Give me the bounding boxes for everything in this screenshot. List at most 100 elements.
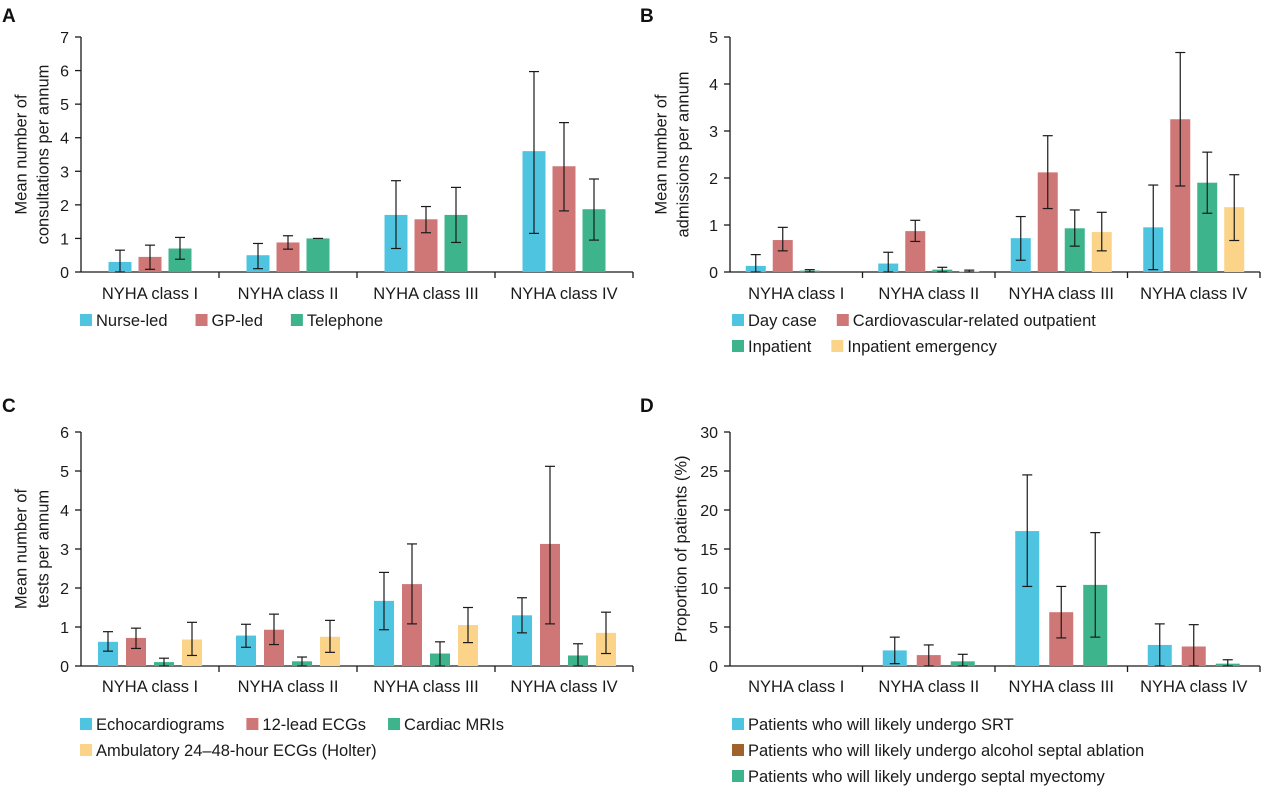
y-tick-label: 5 [60,97,69,114]
y-tick-label: 4 [709,77,718,94]
y-tick-label: 5 [709,30,718,47]
chart-panel-d: D 0 5 10 15 20 25 30 Proportion of patients (%) N… [640,396,1261,786]
legend-label: Cardiac MRIs [404,716,504,734]
y-tick-label: 4 [60,131,69,148]
bar-c-s3 [458,625,478,666]
bar-c-s1 [264,629,284,666]
legend-swatch [732,770,744,782]
y-axis-label: admissions per annum [674,72,692,238]
legend-swatch [195,314,208,326]
y-axis-label: Mean number of [12,489,30,610]
legend-swatch [80,744,92,756]
bar-b-s1 [1170,119,1191,272]
bar-a-s1 [552,166,576,272]
legend-label: Patients who will likely undergo septal … [748,768,1105,786]
bar-a-s2 [444,214,468,272]
legend-label: Telephone [307,312,383,330]
bar-c-s1 [126,637,146,666]
bar-a-s2 [168,248,192,272]
y-tick-label: 0 [60,659,69,676]
x-category-label: NYHA class I [748,285,844,303]
y-tick-label: 7 [60,30,69,47]
y-tick-label: 5 [709,620,718,637]
y-axis-label: Mean number of [652,94,670,215]
bar-b-s1 [772,240,793,272]
bar-a-s1 [276,242,300,272]
chart-panel-b: B 0 1 2 3 4 5 Mean number of admissions per annu… [640,6,1261,356]
legend-swatch [836,314,849,326]
bar-b-s1 [1037,172,1058,272]
x-category-label: NYHA class III [1009,678,1114,696]
legend-swatch [732,340,744,352]
legend-label: Inpatient [748,338,812,356]
legend-label: GP-led [212,312,263,330]
legend-swatch [732,744,744,756]
x-category-label: NYHA class II [878,678,979,696]
x-category-label: NYHA class I [748,678,844,696]
legend-swatch [388,718,401,730]
legend-label: Echocardiograms [96,716,224,734]
y-tick-label: 1 [60,620,69,637]
y-tick-label: 3 [60,542,69,559]
legend-label: Nurse-led [96,312,168,330]
y-tick-label: 10 [700,581,718,598]
bar-c-s0 [98,641,118,666]
legend-swatch [290,314,303,326]
y-tick-label: 3 [60,164,69,181]
y-tick-label: 2 [60,581,69,598]
x-category-label: NYHA class III [373,678,478,696]
legend-swatch [732,718,744,730]
y-tick-label: 3 [709,124,718,141]
legend-label: Cardiovascular-related outpatient [853,312,1096,330]
y-axis-label: Proportion of patients (%) [672,455,690,642]
y-tick-label: 30 [700,425,718,442]
y-tick-label: 0 [709,659,718,676]
x-category-label: NYHA class I [102,678,198,696]
bar-c-s0 [512,615,532,666]
legend-label: Patients who will likely undergo SRT [748,716,1014,734]
y-tick-label: 6 [60,425,69,442]
y-axis-label: tests per annum [34,490,52,608]
x-category-label: NYHA class I [102,285,198,303]
panel-letter: D [640,396,654,417]
x-category-label: NYHA class IV [1140,678,1247,696]
y-tick-label: 0 [60,265,69,282]
bar-b-s3 [1091,232,1112,272]
x-category-label: NYHA class II [238,285,339,303]
panel-letter: A [2,6,16,27]
y-axis-label: Mean number of [12,94,30,215]
y-tick-label: 4 [60,503,69,520]
y-tick-label: 15 [700,542,718,559]
chart-panel-a: A 0 1 2 3 4 5 6 7 Mean number of consultations per… [2,6,634,330]
y-tick-label: 2 [709,171,718,188]
bar-c-s1 [402,584,422,666]
legend-swatch [246,718,259,730]
bar-b-s2 [1064,228,1085,272]
bar-c-s0 [236,635,256,666]
x-category-label: NYHA class II [878,285,979,303]
legend-label: Ambulatory 24–48-hour ECGs (Holter) [96,742,377,760]
x-category-label: NYHA class II [238,678,339,696]
y-axis-label: consultations per annum [34,65,52,245]
bar-b-s2 [1197,182,1218,272]
x-category-label: NYHA class IV [510,285,617,303]
legend-swatch [732,314,744,326]
x-category-label: NYHA class III [1009,285,1114,303]
panel-letter: C [2,396,16,417]
bar-c-s0 [374,600,394,666]
legend-swatch [80,718,92,730]
x-category-label: NYHA class IV [1140,285,1247,303]
chart-panel-c: C 0 1 2 3 4 5 6 Mean number of tests per annum NYH… [2,396,634,760]
y-tick-label: 25 [700,464,718,481]
y-tick-label: 0 [709,265,718,282]
legend-label: 12-lead ECGs [262,716,366,734]
bar-a-s1 [414,219,438,272]
y-tick-label: 1 [709,218,718,235]
y-tick-label: 6 [60,64,69,81]
bar-a-s2 [306,238,330,272]
panel-letter: B [640,6,654,27]
legend-label: Inpatient emergency [847,338,997,356]
legend-swatch [831,340,844,352]
legend-label: Patients who will likely undergo alcohol… [748,742,1144,760]
